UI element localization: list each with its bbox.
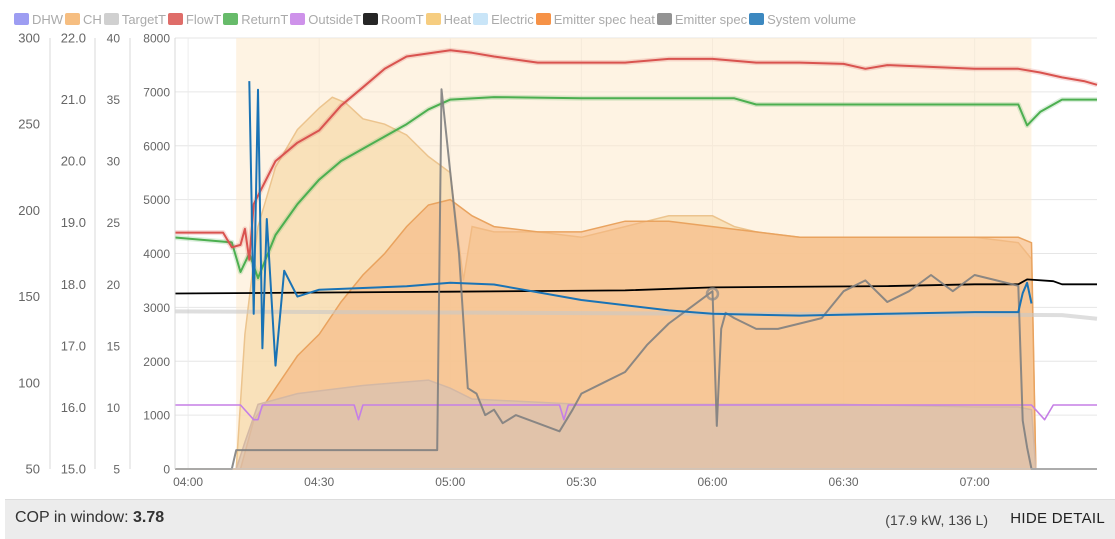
legend-item-targett[interactable]: TargetT [103, 11, 166, 27]
series-flowt-line [175, 49, 1098, 261]
y-tick-label-outside: 20.0 [61, 154, 86, 169]
y-tick-label-volume: 100 [18, 375, 40, 390]
cop-readout: COP in window: 3.78 [15, 509, 164, 527]
legend: DHW CH TargetT FlowT ReturnT OutsideT RoomT Hea… [14, 9, 858, 29]
legend-item-ch[interactable]: CH [65, 12, 102, 27]
y-tick-label-outside: 15.0 [61, 462, 86, 477]
y-tick-label-power: 0 [163, 463, 170, 477]
legend-swatch [749, 13, 765, 25]
legend-swatch [425, 13, 441, 25]
series-system-volume-line [248, 81, 1033, 367]
y-tick-label-outside: 16.0 [61, 400, 86, 415]
y-tick-label-outside: 22.0 [61, 31, 86, 46]
x-tick-label: 04:30 [304, 475, 334, 489]
legend-item-flowt[interactable]: FlowT [167, 11, 222, 27]
legend-swatch [656, 13, 672, 25]
line-series [174, 47, 1098, 470]
series-electric-area [175, 379, 1037, 470]
legend-item-returnt[interactable]: ReturnT [223, 12, 288, 27]
y-tick-label-power: 5000 [143, 193, 170, 207]
series-roomt-line [174, 278, 1097, 295]
legend-item-dhw[interactable]: DHW [14, 12, 63, 27]
hide-detail-button[interactable]: HIDE DETAIL [1010, 510, 1105, 527]
y-tick-label-power: 3000 [143, 301, 170, 315]
legend-swatch [363, 13, 379, 25]
power-volume-detail: (17.9 kW, 136 L) [885, 512, 988, 528]
legend-label: System volume [767, 11, 857, 27]
legend-item-heat[interactable]: Heat [425, 11, 472, 27]
legend-swatch [167, 13, 183, 25]
y-tick-label-temp: 5 [113, 463, 120, 477]
y-tick-label-outside: 19.0 [61, 215, 86, 230]
legend-label: DHW [32, 11, 64, 27]
y-tick-label-outside: 18.0 [61, 277, 86, 292]
legend-item-system-volume[interactable]: System volume [749, 12, 856, 27]
y-tick-label-power: 4000 [143, 247, 170, 261]
legend-swatch [14, 13, 29, 25]
legend-label: OutsideT [308, 11, 362, 27]
legend-item-roomt[interactable]: RoomT [363, 12, 424, 27]
y-tick-label-outside: 21.0 [61, 92, 86, 107]
footer: COP in window: 3.78 (17.9 kW, 136 L) HID… [5, 499, 1115, 539]
y-tick-label-volume: 50 [26, 462, 40, 477]
cop-value: 3.78 [132, 509, 165, 526]
legend-swatch [65, 13, 81, 25]
legend-label: Electric [491, 11, 534, 27]
legend-label: RoomT [381, 11, 424, 27]
hover-marker [705, 287, 720, 301]
y-tick-label-volume: 150 [18, 289, 40, 304]
legend-swatch [473, 13, 489, 25]
y-tick-label-temp: 30 [107, 155, 121, 169]
legend-label: ReturnT [241, 11, 289, 27]
legend-label: TargetT [121, 11, 166, 27]
y-axes: 5010015020025030015.016.017.018.019.020.… [18, 31, 176, 477]
y-tick-label-volume: 200 [18, 203, 40, 218]
x-tick-label: 04:00 [173, 475, 203, 489]
legend-swatch [535, 13, 551, 25]
y-tick-label-power: 6000 [143, 139, 170, 153]
x-tick-label: 05:30 [566, 475, 596, 489]
legend-label: FlowT [185, 11, 222, 27]
y-tick-label-volume: 300 [18, 31, 40, 46]
y-tick-label-volume: 250 [18, 117, 40, 132]
y-tick-label-power: 8000 [143, 32, 170, 46]
series-targett-line [174, 309, 1098, 321]
legend-item-outsidet[interactable]: OutsideT [290, 12, 361, 27]
y-tick-label-outside: 17.0 [61, 338, 86, 353]
legend-item-emitter-spec-heat[interactable]: Emitter spec heat [535, 11, 655, 27]
legend-swatch [103, 13, 119, 25]
legend-item-electric[interactable]: Electric [473, 12, 534, 27]
x-tick-label: 07:00 [960, 475, 990, 489]
y-tick-label-temp: 35 [107, 93, 121, 107]
series-outsidet-line [175, 404, 1097, 421]
legend-swatch [223, 13, 239, 25]
y-tick-label-temp: 25 [107, 216, 121, 230]
series-emitter-spec-line [175, 88, 1097, 470]
y-tick-label-power: 2000 [143, 355, 170, 369]
y-tick-label-power: 1000 [143, 409, 170, 423]
x-tick-label: 05:00 [435, 475, 465, 489]
legend-label: Emitter spec heat [553, 11, 655, 27]
y-tick-label-temp: 20 [107, 278, 121, 292]
x-tick-label: 06:30 [829, 475, 859, 489]
area-series [175, 96, 1037, 470]
y-tick-label-temp: 15 [107, 339, 121, 353]
hover-marker-circle [705, 287, 720, 301]
chart: 5010015020025030015.016.017.018.019.020.… [18, 31, 1098, 489]
legend-label: Heat [443, 11, 472, 27]
legend-label: Emitter spec [674, 11, 748, 27]
legend-swatch [290, 13, 306, 25]
legend-item-emitter-spec[interactable]: Emitter spec [656, 11, 748, 27]
cop-label: COP in window: [15, 509, 129, 526]
y-tick-label-power: 7000 [143, 85, 170, 99]
x-axis: 04:00 04:30 05:00 05:30 06:00 06:30 07:00 [173, 468, 1097, 489]
x-tick-label: 06:00 [697, 475, 727, 489]
legend-label: CH [83, 11, 102, 27]
y-tick-label-temp: 10 [107, 401, 121, 415]
y-tick-label-temp: 40 [107, 32, 121, 46]
